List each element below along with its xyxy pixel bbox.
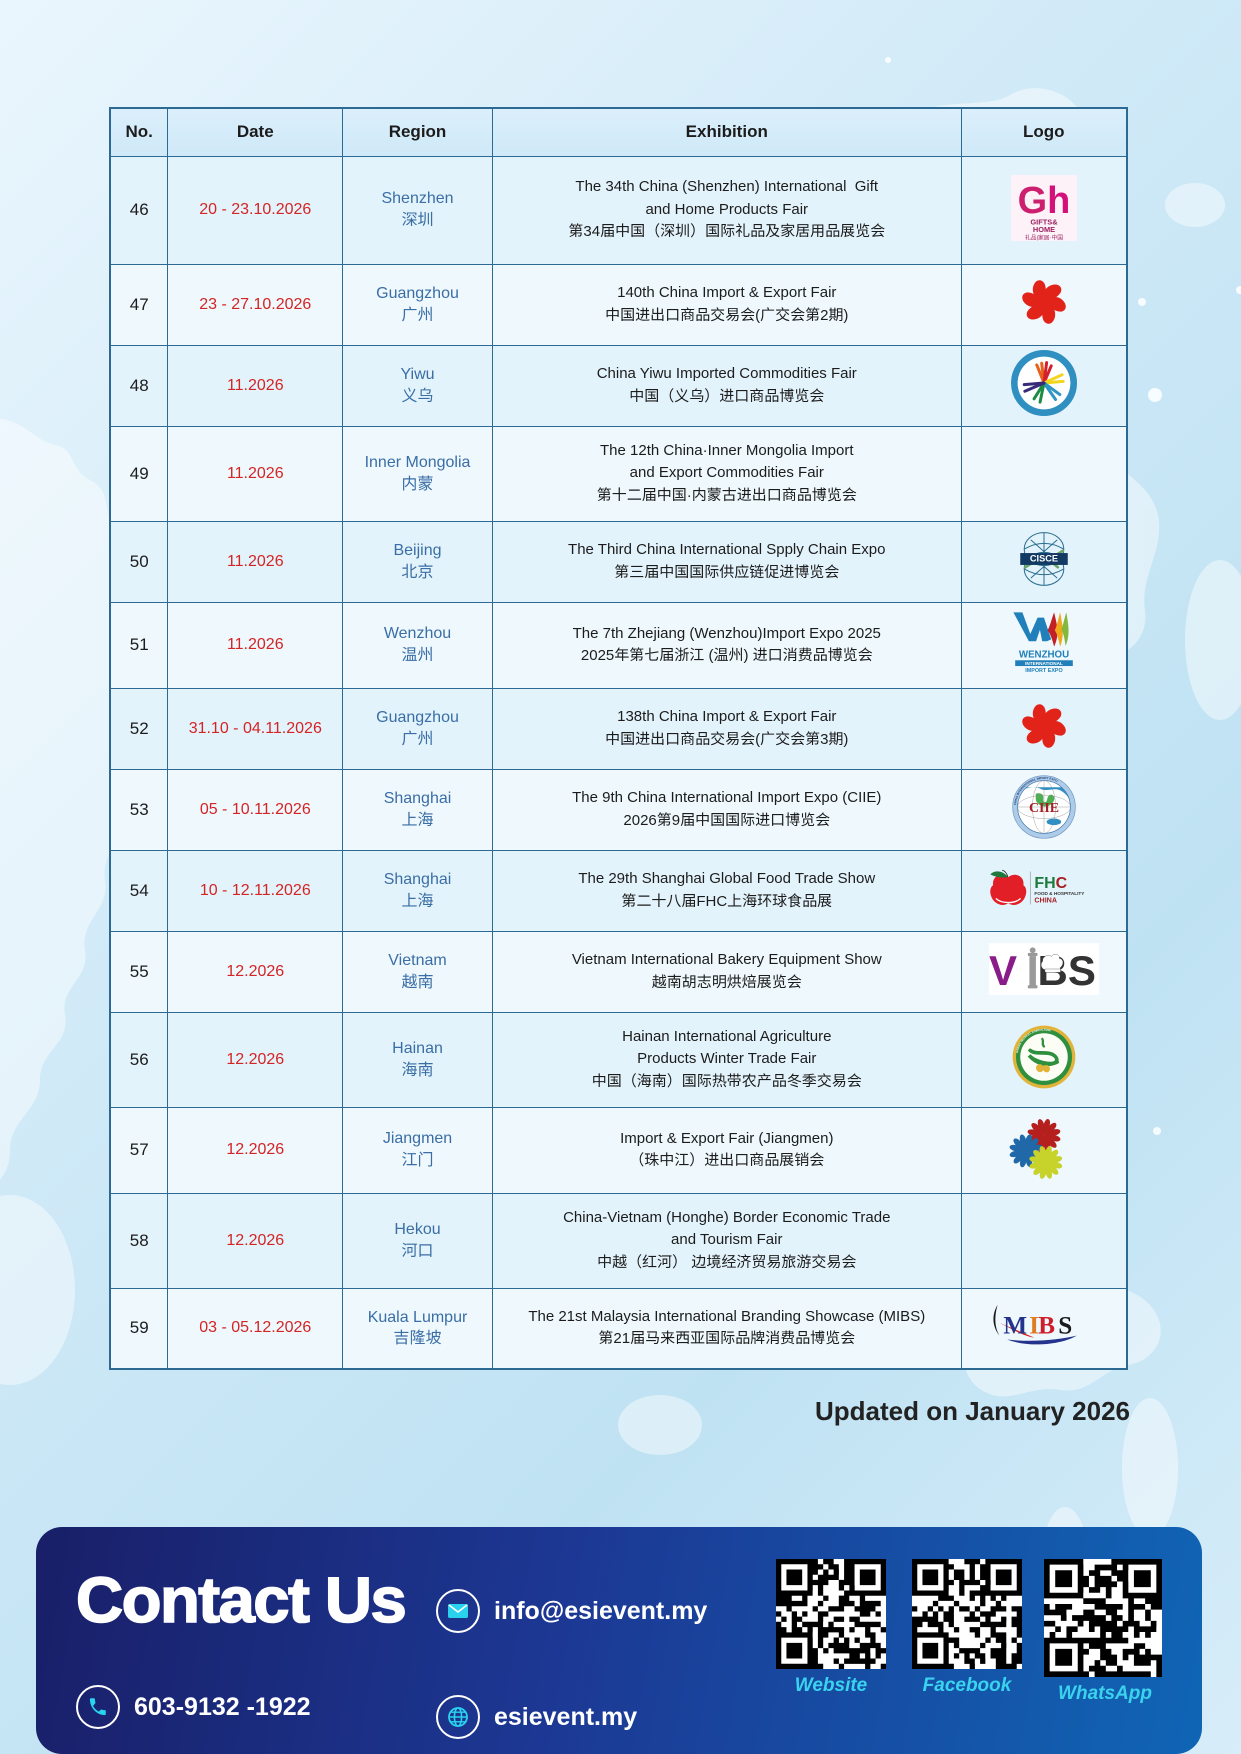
svg-text:I: I — [1029, 1312, 1039, 1339]
svg-text:FHC: FHC — [1034, 875, 1067, 892]
svg-text:CISCE: CISCE — [1030, 554, 1058, 564]
svg-text:S: S — [1058, 1312, 1072, 1339]
svg-text:Gh: Gh — [1017, 179, 1070, 221]
svg-text:INTERNATIONAL: INTERNATIONAL — [1025, 660, 1063, 665]
svg-text:CIIE: CIIE — [1029, 800, 1059, 815]
svg-text:WENZHOU: WENZHOU — [1019, 649, 1069, 660]
svg-text:V: V — [989, 947, 1017, 994]
svg-text:B: B — [1038, 1312, 1055, 1339]
svg-text:HOME: HOME — [1033, 224, 1055, 233]
svg-text:CHINA: CHINA — [1034, 896, 1057, 904]
svg-text:FOOD & HOSPITALITY: FOOD & HOSPITALITY — [1034, 891, 1085, 896]
svg-text:IMPORT EXPO: IMPORT EXPO — [1025, 667, 1062, 673]
svg-text:M: M — [1003, 1312, 1027, 1339]
